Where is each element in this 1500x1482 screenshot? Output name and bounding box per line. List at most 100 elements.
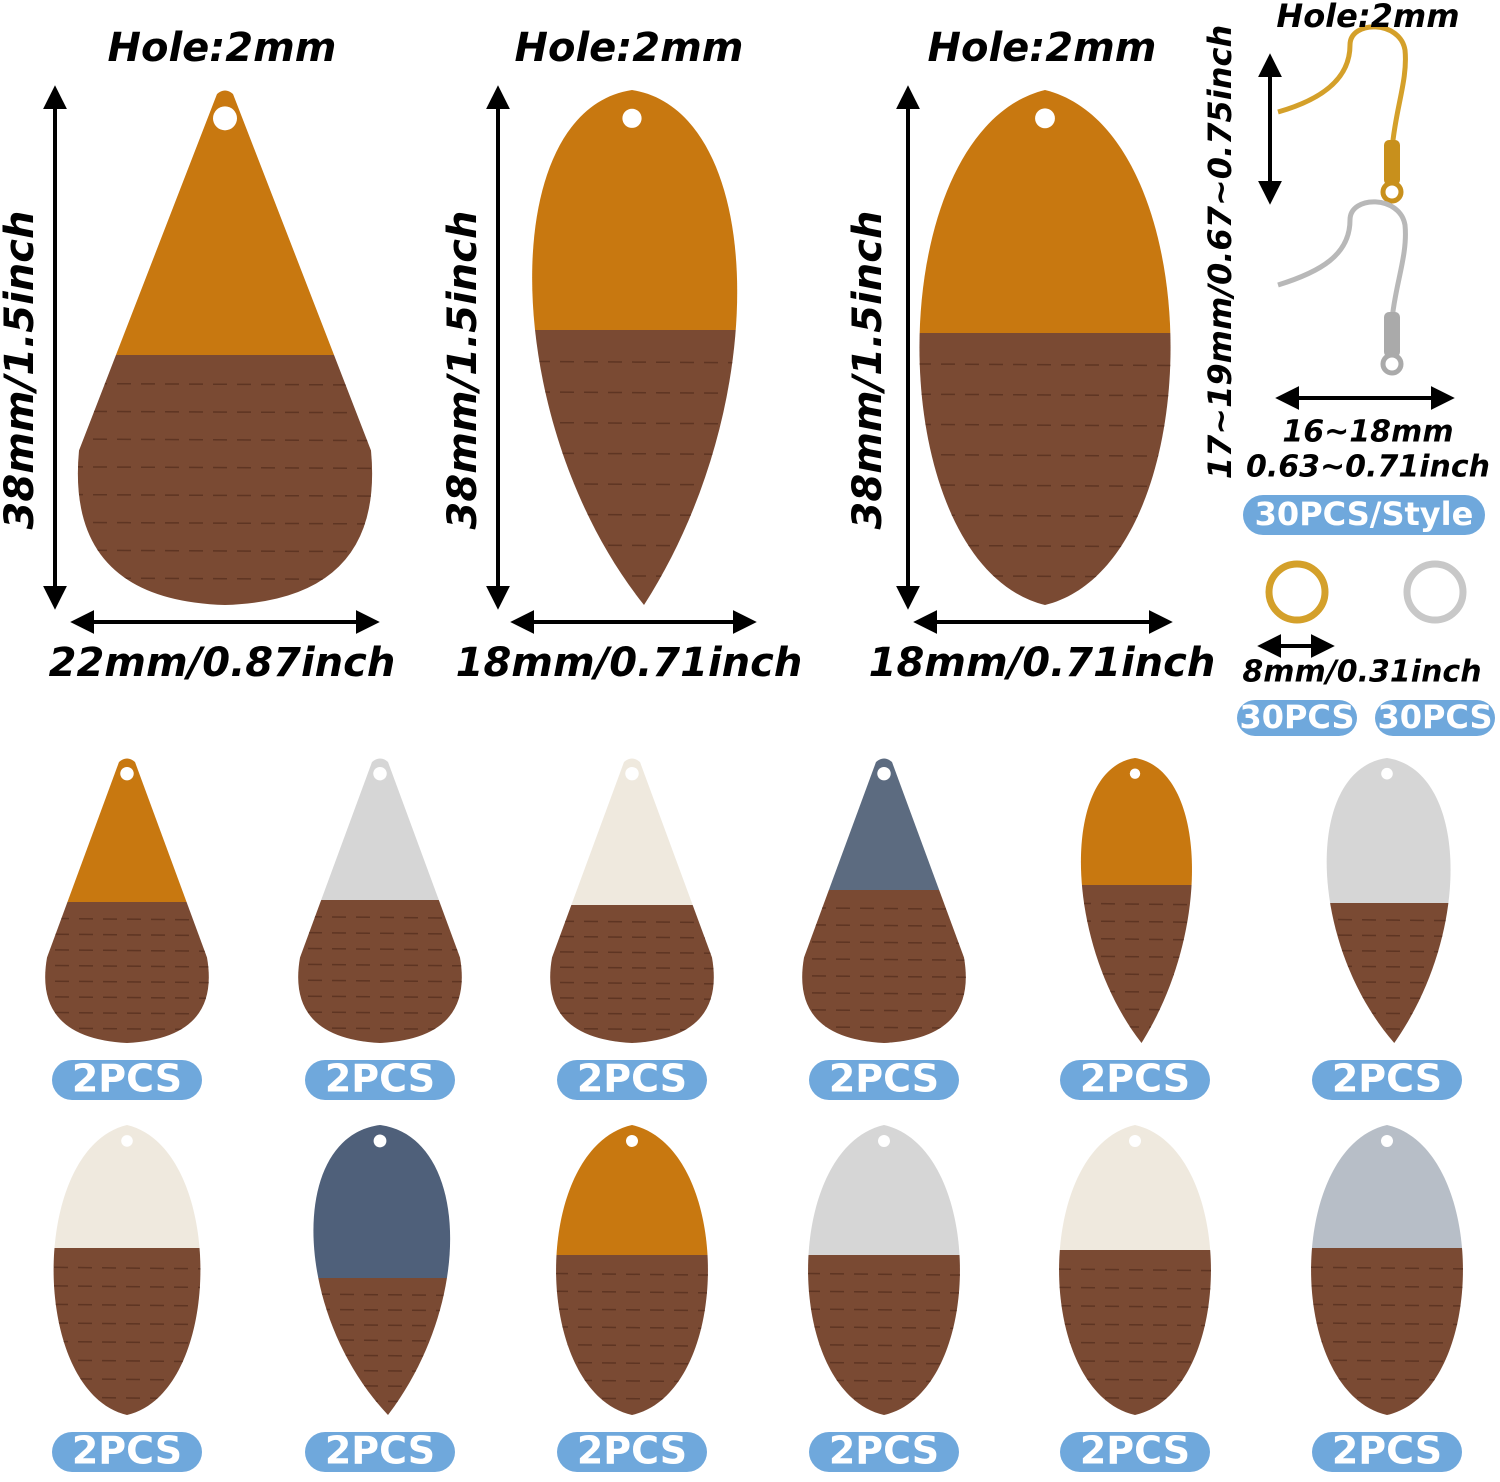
wood-grain (53, 1395, 201, 1401)
wood-grain (532, 451, 738, 456)
wood-grain (53, 1377, 201, 1382)
label: 8mm/0.31inch (1242, 655, 1481, 690)
wood-grain (53, 1284, 201, 1289)
wood-grain (45, 916, 209, 922)
wood-grain (919, 574, 1171, 579)
quantity-badge (557, 1432, 707, 1472)
wood-grain (1080, 919, 1192, 924)
wood-part (45, 902, 209, 1043)
wood-grain (802, 1025, 966, 1030)
wood-grain (1080, 936, 1192, 942)
wood-grain (802, 906, 966, 911)
hole (213, 106, 237, 131)
gold-ear-hook (1277, 24, 1408, 185)
wood-grain (802, 940, 966, 945)
hole (373, 766, 387, 781)
wood-grain (298, 915, 462, 920)
wood-grain (53, 1340, 201, 1345)
wood-grain (1326, 1011, 1451, 1016)
label: 17~19mm/0.67~0.75inch (1201, 25, 1239, 479)
wood-grain (550, 996, 714, 1001)
quantity-badge (1060, 1432, 1210, 1472)
label: 30PCS (1239, 698, 1354, 736)
hole (1129, 768, 1141, 779)
label: 30PCS/Style (1255, 495, 1474, 533)
wood-grain (802, 923, 966, 928)
hole (1035, 108, 1055, 129)
wood-grain (532, 482, 738, 487)
wood-grain (550, 1011, 714, 1017)
wood-grain (1059, 1395, 1211, 1401)
wood-grain (556, 1360, 708, 1366)
label: 2PCS (1080, 1429, 1190, 1473)
label: 2PCS (1332, 1057, 1442, 1101)
wood-grain (550, 950, 714, 955)
wood-grain (1311, 1340, 1463, 1345)
wood-grain (1080, 901, 1192, 907)
wood-grain (550, 934, 714, 940)
label: 2PCS (325, 1429, 435, 1473)
wood-grain (1311, 1395, 1463, 1401)
wood-grain (532, 512, 738, 518)
wood-grain (45, 932, 209, 938)
silver-coil (1384, 312, 1400, 357)
label: Hole:2mm (515, 25, 744, 71)
wood-grain (77, 465, 373, 470)
wood-grain (919, 483, 1171, 488)
wood-grain (919, 543, 1171, 549)
label: 16~18mm (1282, 415, 1453, 450)
wood-grain (1059, 1359, 1211, 1364)
label: 2PCS (829, 1057, 939, 1101)
wood-grain (1080, 954, 1192, 959)
wood-grain (919, 422, 1171, 428)
hole (622, 108, 642, 128)
gold-coil (1384, 140, 1400, 185)
label: Hole:2mm (928, 25, 1157, 71)
wood-grain (556, 1343, 708, 1348)
wood-part (802, 890, 966, 1043)
wood-grain (802, 1008, 966, 1013)
pendant (1080, 758, 1192, 1043)
label: 2PCS (325, 1057, 435, 1101)
wood-part (550, 905, 714, 1043)
wood-grain (45, 979, 209, 985)
wood-grain (532, 420, 738, 426)
label: 18mm/0.71inch (869, 640, 1216, 686)
hole (625, 766, 639, 781)
quantity-badge (809, 1060, 959, 1100)
wood-grain (808, 1396, 960, 1401)
wood-grain (53, 1265, 201, 1271)
wood-grain (808, 1307, 960, 1313)
wood-grain (919, 392, 1171, 398)
silver-jump-ring (1403, 560, 1467, 624)
wood-grain (53, 1302, 201, 1308)
wood-part (298, 900, 462, 1043)
hole (626, 1134, 638, 1147)
wood-grain (77, 382, 373, 387)
label: 2PCS (577, 1057, 687, 1101)
wood-grain (77, 520, 373, 526)
label: 2PCS (577, 1429, 687, 1473)
wood-grain (1326, 980, 1451, 985)
wood-grain (550, 965, 714, 971)
wood-grain (802, 991, 966, 996)
wood-grain (1326, 964, 1451, 969)
wood-grain (556, 1272, 708, 1277)
quantity-badge (1375, 700, 1495, 736)
wood-grain (532, 390, 738, 395)
wood-grain (1080, 1024, 1192, 1030)
label: 2PCS (72, 1057, 182, 1101)
label: 38mm/1.5inch (845, 211, 891, 530)
label: 30PCS (1377, 698, 1492, 736)
wood-grain (1311, 1302, 1463, 1308)
wood-grain (77, 548, 373, 554)
quantity-badge (1060, 1060, 1210, 1100)
wood-grain (532, 543, 738, 548)
wood-grain (1059, 1285, 1211, 1291)
wood-grain (808, 1289, 960, 1295)
wood-grain (77, 409, 373, 415)
wood-grain (919, 513, 1171, 519)
silver-loop (1380, 352, 1404, 376)
wood-grain (1326, 1026, 1451, 1032)
